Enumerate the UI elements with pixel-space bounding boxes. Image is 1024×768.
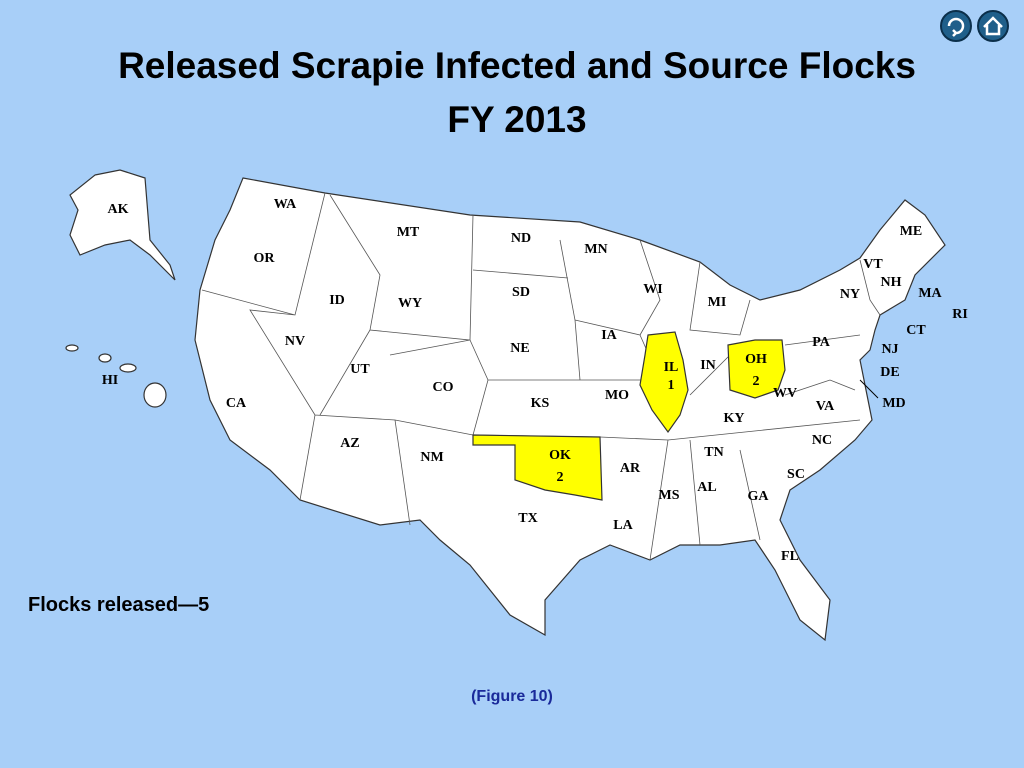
highlighted-state bbox=[639, 331, 689, 434]
hawaii bbox=[65, 344, 167, 408]
state-label: GA bbox=[748, 489, 770, 504]
state-label: WV bbox=[773, 386, 797, 401]
refresh-button[interactable] bbox=[940, 10, 972, 42]
state-label: KS bbox=[531, 396, 550, 411]
state-label: MD bbox=[882, 396, 905, 411]
state-label: AL bbox=[697, 480, 716, 495]
state-label: NH bbox=[881, 275, 902, 290]
state-label: NY bbox=[840, 287, 860, 302]
state-label: TX bbox=[518, 511, 537, 526]
state-label: WI bbox=[643, 282, 662, 297]
state-label: TN bbox=[704, 445, 723, 460]
state-label: NJ bbox=[881, 342, 898, 357]
summary: Flocks released—5 bbox=[28, 594, 209, 616]
title-line: FY 2013 bbox=[447, 99, 586, 140]
state-label: ME bbox=[900, 224, 923, 239]
state-label: MO bbox=[605, 388, 629, 403]
state-label: NC bbox=[812, 433, 832, 448]
state-label: UT bbox=[350, 362, 370, 377]
refresh-icon bbox=[947, 17, 965, 37]
hawaii-island bbox=[119, 363, 137, 373]
state-label: CT bbox=[906, 323, 926, 338]
leader-line bbox=[859, 379, 879, 399]
us-map bbox=[65, 169, 946, 642]
flock-count: 2 bbox=[557, 470, 564, 485]
home-icon bbox=[983, 16, 1003, 36]
state-label: MI bbox=[708, 295, 727, 310]
highlighted-state bbox=[727, 339, 786, 399]
highlighted-label: OK bbox=[549, 448, 571, 463]
state-label: MN bbox=[584, 242, 607, 257]
state-label: WY bbox=[398, 296, 422, 311]
state-label: NE bbox=[510, 341, 529, 356]
highlighted-label: OH bbox=[745, 352, 767, 367]
state-label: KY bbox=[724, 411, 745, 426]
state-label: NV bbox=[285, 334, 305, 349]
state-label: LA bbox=[613, 518, 633, 533]
state-label: OR bbox=[254, 251, 276, 266]
state-label: MS bbox=[659, 488, 680, 503]
state-label: VT bbox=[863, 257, 883, 272]
state-label: IN bbox=[700, 358, 716, 373]
state-label: AR bbox=[620, 461, 641, 476]
state-label: NM bbox=[420, 450, 443, 465]
state-label: DE bbox=[880, 365, 899, 380]
state-label: CA bbox=[226, 396, 247, 411]
caption: (Figure 10) bbox=[471, 688, 553, 705]
state-label: SC bbox=[787, 467, 805, 482]
highlighted-label: IL bbox=[664, 360, 679, 375]
state-label: MA bbox=[918, 286, 942, 301]
home-button[interactable] bbox=[977, 10, 1009, 42]
state-label: HI bbox=[102, 373, 118, 388]
state-label: AK bbox=[108, 202, 129, 217]
state-labels: WA OR CA NV ID MT WY UT AZ CO NM ND SD N… bbox=[102, 197, 968, 564]
alaska bbox=[69, 169, 176, 281]
flock-count: 1 bbox=[668, 378, 675, 393]
state-label: SD bbox=[512, 285, 530, 300]
highlighted-state bbox=[472, 434, 603, 501]
title-line: Released Scrapie Infected and Source Flo… bbox=[118, 45, 916, 86]
state-label: WA bbox=[274, 197, 297, 212]
state-label: FL bbox=[781, 549, 799, 564]
nav-buttons bbox=[940, 10, 1009, 42]
lower-48 bbox=[194, 177, 946, 642]
state-label: RI bbox=[952, 307, 968, 322]
hawaii-island bbox=[143, 382, 167, 408]
state-label: ND bbox=[511, 231, 531, 246]
state-label: AZ bbox=[340, 436, 359, 451]
state-label: CO bbox=[433, 380, 454, 395]
state-label: ID bbox=[329, 293, 345, 308]
state-label: MT bbox=[397, 225, 420, 240]
hawaii-island bbox=[65, 344, 79, 352]
state-label: IA bbox=[601, 328, 617, 343]
hawaii-island bbox=[98, 353, 112, 363]
state-label: VA bbox=[816, 399, 835, 414]
state-label: PA bbox=[812, 335, 831, 350]
flock-count: 2 bbox=[753, 374, 760, 389]
